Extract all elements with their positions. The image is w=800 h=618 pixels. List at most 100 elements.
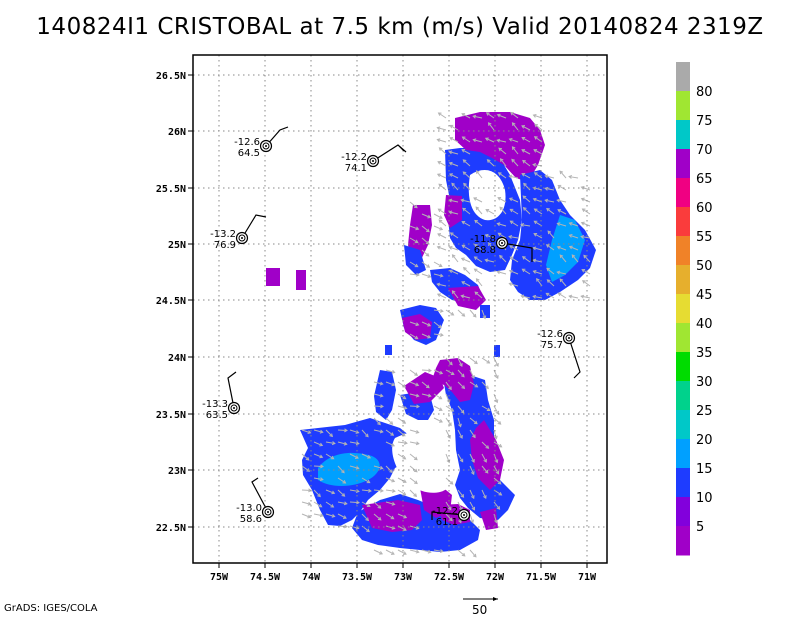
wind-region-core xyxy=(318,452,380,486)
wind-vector xyxy=(510,111,519,119)
wind-vector xyxy=(581,269,591,275)
station-ring-inner xyxy=(498,239,506,247)
colorbar-segment xyxy=(676,207,690,237)
wind-vector xyxy=(361,501,371,508)
lon-tick-label: 71.5W xyxy=(526,572,557,583)
wind-vector xyxy=(433,405,443,411)
plot-frame xyxy=(192,54,608,564)
wind-vector xyxy=(522,195,531,203)
station-temp: -13.3 xyxy=(202,399,228,410)
station-value: 76.9 xyxy=(214,240,236,251)
colorbar-label: 60 xyxy=(696,201,713,216)
wind-vector xyxy=(481,357,491,364)
colorbar-label: 30 xyxy=(696,375,713,390)
station-marker: -12.664.5 xyxy=(234,126,289,159)
reference-vector-label: 50 xyxy=(472,603,488,617)
wind-vector xyxy=(373,501,382,509)
wind-vector xyxy=(462,159,471,167)
station-dot xyxy=(463,514,465,516)
wind-barb xyxy=(501,242,533,262)
wind-vector xyxy=(472,138,483,143)
wind-vector xyxy=(522,207,531,215)
wind-vector xyxy=(451,290,459,299)
wind-vector xyxy=(449,173,459,179)
wind-vector xyxy=(511,122,519,131)
wind-vector xyxy=(409,429,420,434)
reference-vector xyxy=(463,597,498,601)
colorbar-label: 20 xyxy=(696,433,713,448)
station-dot xyxy=(372,160,374,162)
lon-tick-label: 72W xyxy=(486,572,505,583)
wind-vector xyxy=(421,321,432,327)
wind-vector xyxy=(301,488,312,493)
wind-vector xyxy=(349,441,360,446)
wind-region xyxy=(404,372,444,404)
wind-vector xyxy=(457,549,466,557)
wind-vector xyxy=(451,182,459,191)
wind-vector xyxy=(436,126,447,131)
wind-vector xyxy=(385,477,396,483)
wind-vector xyxy=(436,293,447,299)
wind-vector xyxy=(301,501,312,506)
wind-vector xyxy=(533,172,543,179)
wind-vector xyxy=(497,232,507,239)
wind-vector xyxy=(469,429,476,439)
wind-vector xyxy=(337,428,348,433)
wind-vector xyxy=(460,294,471,299)
wind-vector xyxy=(438,183,447,191)
wind-vector xyxy=(337,501,348,506)
wind-vector xyxy=(438,147,447,155)
wind-vector xyxy=(496,270,507,275)
station-temp: -12.2 xyxy=(432,506,458,517)
station-temp: -11.8 xyxy=(470,234,496,245)
wind-vector xyxy=(373,417,381,426)
wind-vector xyxy=(481,453,487,463)
wind-vector xyxy=(313,441,324,447)
wind-vector xyxy=(520,222,531,227)
lon-tick-label: 72.5W xyxy=(434,572,465,583)
wind-vector xyxy=(496,222,507,227)
wind-vector xyxy=(409,404,420,409)
wind-region xyxy=(266,268,280,286)
wind-vector xyxy=(337,513,347,519)
colorbar: 5 10 15 20 25 30 35 40 45 50 55 60 65 70 75 80 xyxy=(676,62,713,556)
wind-vector xyxy=(508,269,519,275)
wind-vector xyxy=(481,465,489,474)
wind-vector xyxy=(559,170,567,179)
wind-vector xyxy=(409,237,419,244)
wind-vector xyxy=(457,453,464,463)
wind-vector xyxy=(571,254,579,263)
wind-region xyxy=(494,345,500,357)
wind-region xyxy=(296,270,306,290)
wind-vector xyxy=(397,549,407,555)
wind-vector xyxy=(481,381,489,390)
wind-vector xyxy=(373,429,384,434)
wind-vector xyxy=(313,464,324,469)
wind-vector xyxy=(580,234,591,239)
station-ring-inner xyxy=(369,157,377,165)
station-dot xyxy=(265,145,267,147)
wind-region xyxy=(374,370,396,420)
wind-vector xyxy=(481,489,487,500)
wind-vector xyxy=(583,254,591,263)
wind-vector xyxy=(499,254,507,263)
wind-vector xyxy=(433,393,443,400)
colorbar-label: 35 xyxy=(696,346,713,361)
wind-vector xyxy=(409,369,419,376)
wind-vector xyxy=(373,393,384,398)
station-temp: -12.6 xyxy=(537,329,563,340)
lon-tick-label: 74.5W xyxy=(250,572,281,583)
station-ring-inner xyxy=(565,334,573,342)
wind-vector xyxy=(522,159,531,167)
wind-vector xyxy=(544,174,555,179)
wind-vector xyxy=(457,381,466,389)
wind-vector xyxy=(508,197,519,203)
station-marker: -12.675.7 xyxy=(537,329,581,379)
no-data-gap xyxy=(392,431,458,493)
lon-tick-label: 74W xyxy=(302,572,321,583)
colorbar-segment xyxy=(676,120,690,150)
wind-vector xyxy=(313,513,324,518)
wind-vector xyxy=(475,278,483,287)
wind-vector xyxy=(493,405,499,415)
wind-vector xyxy=(409,381,420,387)
